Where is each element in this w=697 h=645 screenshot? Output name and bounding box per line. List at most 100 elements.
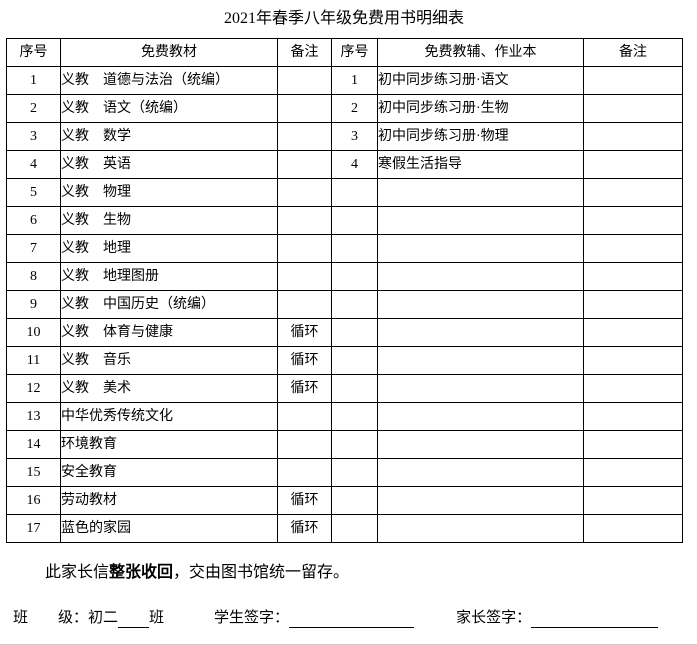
cell-note-2	[583, 206, 683, 235]
cell-serial-2	[331, 290, 378, 319]
header-serial: 序号	[6, 38, 61, 67]
cell-note: 循环	[277, 514, 332, 543]
cell-serial-2	[331, 486, 378, 515]
cell-note	[277, 458, 332, 487]
cell-serial: 11	[6, 346, 61, 375]
cell-note-2	[583, 318, 683, 347]
cell-textbook: 安全教育	[60, 458, 278, 487]
cell-workbook	[377, 206, 584, 235]
cell-serial: 13	[6, 402, 61, 431]
cell-note-2	[583, 346, 683, 375]
cell-note	[277, 94, 332, 123]
cell-textbook: 义教 物理	[60, 178, 278, 207]
cell-serial: 1	[6, 66, 61, 95]
cell-workbook: 初中同步练习册·生物	[377, 94, 584, 123]
cell-serial-2: 1	[331, 66, 378, 95]
cell-workbook	[377, 234, 584, 263]
cell-note-2	[583, 150, 683, 179]
student-sign-label: 学生签字：	[214, 610, 290, 626]
cell-serial: 9	[6, 290, 61, 319]
cell-textbook: 义教 道德与法治（统编）	[60, 66, 278, 95]
cell-serial: 3	[6, 122, 61, 151]
class-label-2: 级：初二	[58, 610, 119, 626]
cell-serial: 4	[6, 150, 61, 179]
cell-workbook: 初中同步练习册·语文	[377, 66, 584, 95]
cell-textbook: 义教 中国历史（统编）	[60, 290, 278, 319]
cell-note	[277, 150, 332, 179]
cell-note-2	[583, 66, 683, 95]
header-serial-2: 序号	[331, 38, 378, 67]
cell-note-2	[583, 234, 683, 263]
table-header-row: 序号 免费教材 备注 序号 免费教辅、作业本 备注	[6, 38, 683, 67]
table-row: 12 义教 美术 循环	[6, 374, 683, 403]
cell-note	[277, 262, 332, 291]
cell-textbook: 义教 数学	[60, 122, 278, 151]
cell-workbook	[377, 402, 584, 431]
cell-note-2	[583, 458, 683, 487]
cell-serial-2	[331, 346, 378, 375]
header-note: 备注	[277, 38, 332, 67]
cell-workbook	[377, 346, 584, 375]
cell-note	[277, 234, 332, 263]
cell-note-2	[583, 94, 683, 123]
table-row: 5 义教 物理	[6, 178, 683, 207]
cell-note	[277, 402, 332, 431]
cell-textbook: 义教 音乐	[60, 346, 278, 375]
header-note-2: 备注	[583, 38, 683, 67]
cell-serial: 10	[6, 318, 61, 347]
cell-note-2	[583, 402, 683, 431]
table-row: 15 安全教育	[6, 458, 683, 487]
table-row: 9 义教 中国历史（统编）	[6, 290, 683, 319]
cell-serial-2	[331, 514, 378, 543]
cell-workbook: 初中同步练习册·物理	[377, 122, 584, 151]
cell-note-2	[583, 374, 683, 403]
class-label-3: 班	[149, 610, 165, 626]
cell-note-2	[583, 486, 683, 515]
header-workbook: 免费教辅、作业本	[377, 38, 584, 67]
footer-note: 此家长信整张收回，交由图书馆统一留存。	[45, 563, 349, 583]
table-row: 13 中华优秀传统文化	[6, 402, 683, 431]
cell-serial: 17	[6, 514, 61, 543]
cell-textbook: 义教 地理	[60, 234, 278, 263]
cell-note	[277, 290, 332, 319]
cell-serial: 15	[6, 458, 61, 487]
table-row: 6 义教 生物	[6, 206, 683, 235]
cell-note	[277, 206, 332, 235]
cell-serial-2	[331, 206, 378, 235]
cell-note	[277, 66, 332, 95]
class-blank	[118, 626, 150, 628]
cell-textbook: 中华优秀传统文化	[60, 402, 278, 431]
class-label-1: 班	[13, 610, 29, 626]
cell-textbook: 环境教育	[60, 430, 278, 459]
cell-serial-2	[331, 458, 378, 487]
cell-workbook	[377, 374, 584, 403]
cell-serial: 2	[6, 94, 61, 123]
cell-note-2	[583, 430, 683, 459]
cell-textbook: 义教 地理图册	[60, 262, 278, 291]
cell-workbook	[377, 318, 584, 347]
page-title: 2021年春季八年级免费用书明细表	[223, 10, 464, 27]
cell-serial-2: 2	[331, 94, 378, 123]
cell-serial-2	[331, 318, 378, 347]
header-textbook: 免费教材	[60, 38, 278, 67]
cell-note-2	[583, 290, 683, 319]
table-row: 14 环境教育	[6, 430, 683, 459]
cell-workbook	[377, 178, 584, 207]
table-row: 2 义教 语文（统编） 2 初中同步练习册·生物	[6, 94, 683, 123]
cell-note	[277, 178, 332, 207]
table-row: 16 劳动教材 循环	[6, 486, 683, 515]
cell-serial-2	[331, 234, 378, 263]
parent-sign-blank	[531, 626, 659, 628]
cell-note: 循环	[277, 318, 332, 347]
cell-textbook: 义教 美术	[60, 374, 278, 403]
cell-textbook: 劳动教材	[60, 486, 278, 515]
cell-note-2	[583, 262, 683, 291]
cell-serial: 8	[6, 262, 61, 291]
cell-serial-2	[331, 262, 378, 291]
cell-serial: 6	[6, 206, 61, 235]
parent-sign-label: 家长签字：	[456, 610, 532, 626]
note-suffix: ，交由图书馆统一留存。	[173, 564, 350, 581]
note-bold: 整张收回	[109, 564, 174, 581]
cell-workbook	[377, 290, 584, 319]
